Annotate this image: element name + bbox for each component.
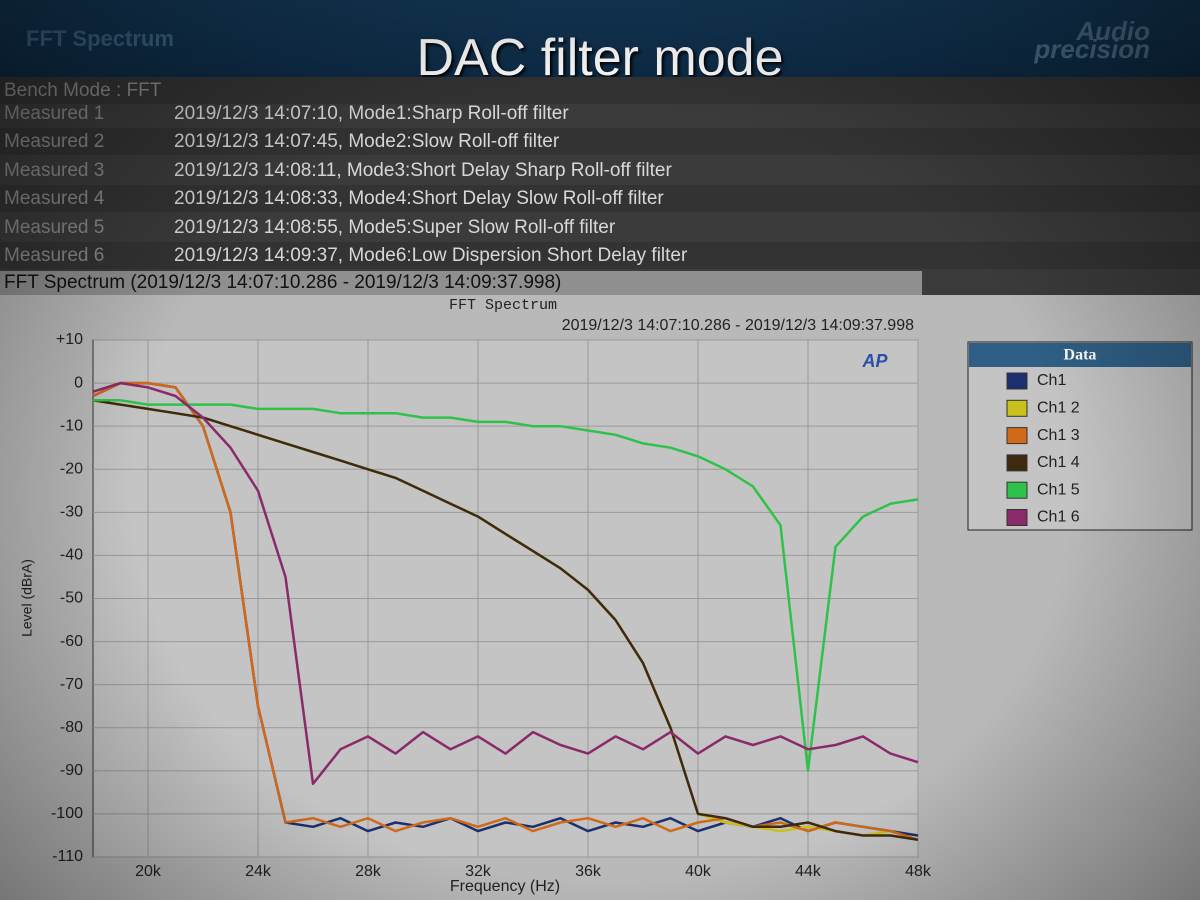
- y-tick-label: +10: [56, 331, 83, 348]
- measurement-detail: 2019/12/3 14:07:10, Mode1:Sharp Roll-off…: [174, 103, 569, 124]
- legend-swatch: [1006, 427, 1028, 445]
- legend-label: Ch1 2: [1037, 400, 1080, 417]
- chart-subtitle: 2019/12/3 14:07:10.286 - 2019/12/3 14:09…: [562, 317, 914, 334]
- legend-label: Ch1 4: [1037, 454, 1080, 471]
- legend-box: [967, 341, 1193, 531]
- measurement-label: Measured 1: [4, 103, 105, 124]
- legend-swatch: [1006, 481, 1028, 499]
- y-tick-label: -70: [60, 676, 83, 693]
- y-tick-label: -40: [60, 547, 83, 564]
- x-tick-label: 40k: [685, 863, 712, 880]
- bench-mode: Bench Mode : FFT: [0, 77, 1200, 104]
- y-tick-label: 0: [74, 374, 83, 391]
- measurement-row: Measured 5 2019/12/3 14:08:55, Mode5:Supe…: [0, 214, 1200, 241]
- y-tick-label: -30: [60, 504, 83, 521]
- series-line: [92, 399, 919, 842]
- x-tick-label: 36k: [575, 863, 602, 880]
- measurement-detail: 2019/12/3 14:08:11, Mode3:Short Delay Sh…: [174, 160, 672, 181]
- measurement-label: Measured 2: [4, 131, 105, 152]
- x-tick-label: 44k: [795, 863, 822, 880]
- legend-swatch: [1006, 372, 1028, 390]
- section-title: FFT Spectrum (2019/12/3 14:07:10.286 - 2…: [0, 271, 922, 295]
- series-line: [92, 381, 919, 841]
- x-tick-label: 32k: [465, 863, 492, 880]
- series-line: [92, 381, 919, 786]
- y-tick-label: -90: [60, 762, 83, 779]
- vendor-logo: Audio precision: [1034, 16, 1150, 64]
- measurement-list: Bench Mode : FFT Measured 1 2019/12/3 14:…: [0, 77, 1200, 295]
- legend-swatch: [1006, 509, 1028, 526]
- legend-title: Data: [1064, 347, 1097, 364]
- legend-label: Ch1: [1037, 372, 1066, 389]
- plot-logo: AP: [861, 351, 888, 371]
- series-line: [93, 399, 919, 773]
- x-tick-label: 48k: [905, 863, 932, 880]
- measurement-label: Measured 4: [4, 188, 105, 209]
- app-title: FFT Spectrum: [26, 26, 174, 51]
- measurement-label: Measured 6: [4, 245, 105, 266]
- measurement-label: Measured 3: [4, 160, 105, 181]
- measurement-row: Measured 6 2019/12/3 14:09:37, Mode6:Low …: [0, 242, 1200, 269]
- measurement-detail: 2019/12/3 14:08:33, Mode4:Short Delay Sl…: [174, 188, 664, 209]
- measurement-detail: 2019/12/3 14:07:45, Mode2:Slow Roll-off …: [174, 131, 560, 152]
- y-tick-label: -110: [52, 848, 83, 865]
- y-axis-label: Level (dBrA): [19, 559, 35, 637]
- legend-swatch: [1006, 399, 1028, 417]
- measurement-detail: 2019/12/3 14:09:37, Mode6:Low Dispersion…: [174, 245, 688, 266]
- x-axis-label: Frequency (Hz): [450, 878, 560, 895]
- y-tick-label: -60: [60, 633, 83, 650]
- y-tick-label: -80: [60, 719, 83, 736]
- y-tick-label: -20: [60, 460, 83, 477]
- x-tick-label: 24k: [245, 863, 272, 880]
- y-tick-label: -10: [60, 417, 83, 434]
- legend-label: Ch1 3: [1037, 427, 1080, 444]
- measurement-detail: 2019/12/3 14:08:55, Mode5:Super Slow Rol…: [174, 217, 616, 238]
- y-tick-label: -50: [60, 590, 83, 607]
- legend-label: Ch1 6: [1037, 509, 1080, 526]
- measurement-row: Measured 4 2019/12/3 14:08:33, Mode4:Shor…: [0, 185, 1200, 212]
- x-tick-label: 28k: [355, 863, 382, 880]
- measurement-row: Measured 3 2019/12/3 14:08:11, Mode3:Shor…: [0, 157, 1200, 184]
- y-tick-label: -100: [51, 805, 83, 822]
- chart-title: FFT Spectrum: [449, 297, 557, 314]
- x-tick-label: 20k: [135, 863, 162, 880]
- legend-header: [969, 343, 1191, 367]
- measurement-row: Measured 1 2019/12/3 14:07:10, Mode1:Shar…: [0, 100, 1200, 127]
- legend-swatch: [1006, 454, 1028, 472]
- title-bar: FFT Spectrum DAC filter mode Audio preci…: [0, 0, 1200, 87]
- legend-label: Ch1 5: [1037, 481, 1080, 498]
- measurement-label: Measured 5: [4, 217, 105, 238]
- bench-mode-label: Bench Mode : FFT: [4, 80, 162, 101]
- measurement-row: Measured 2 2019/12/3 14:07:45, Mode2:Slow…: [0, 128, 1200, 155]
